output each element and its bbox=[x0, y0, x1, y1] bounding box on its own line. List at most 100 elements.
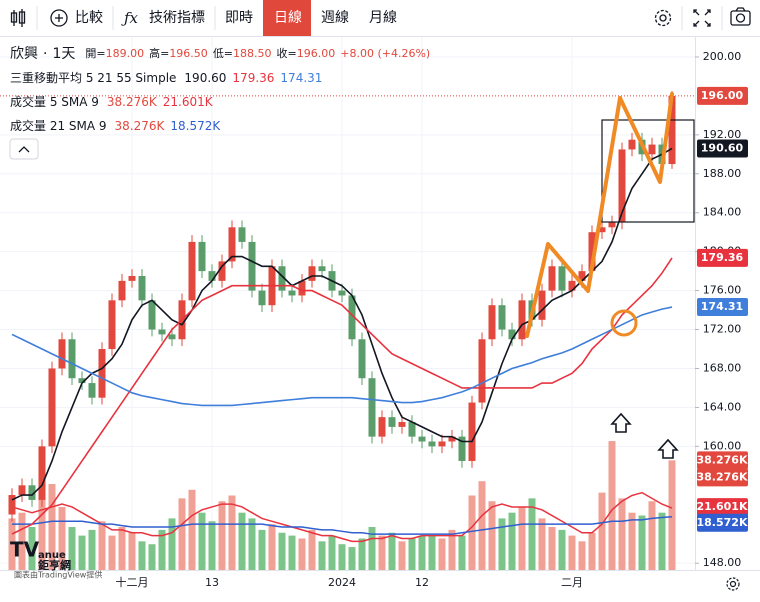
legend-ohlc-label: 高= bbox=[149, 46, 169, 60]
candle-body bbox=[78, 378, 86, 384]
ma-line bbox=[11, 306, 673, 407]
volume-ma-label-bg bbox=[697, 513, 748, 532]
toolbar-item[interactable]: 月線 bbox=[369, 10, 397, 26]
volume-bar bbox=[548, 527, 556, 570]
volume-bar bbox=[468, 495, 476, 570]
candle-body bbox=[458, 436, 466, 461]
indicator-icon[interactable]: ƒx bbox=[121, 9, 139, 27]
candle-body bbox=[108, 300, 116, 350]
x-tick-label: 12 bbox=[415, 576, 429, 589]
legend-interval: 1天 bbox=[52, 46, 75, 62]
fullscreen-icon[interactable] bbox=[693, 9, 711, 27]
legend-study-value: 190.60 bbox=[184, 71, 226, 85]
volume-bar bbox=[38, 498, 46, 570]
candle-body bbox=[398, 422, 406, 427]
volume-bar bbox=[638, 515, 646, 570]
volume-bar bbox=[8, 518, 16, 570]
volume-bar bbox=[568, 535, 576, 570]
candle-body bbox=[98, 349, 106, 398]
watermark-brand: anue bbox=[38, 550, 66, 561]
volume-bar bbox=[388, 532, 396, 570]
toolbar-bg bbox=[0, 0, 760, 36]
x-tick-label: 2024 bbox=[328, 576, 356, 589]
volume-bar bbox=[68, 527, 76, 570]
legend-study-value: 174.31 bbox=[280, 71, 322, 85]
annotations bbox=[525, 92, 695, 459]
toolbar-item[interactable]: 日線 bbox=[274, 10, 302, 26]
annotation-arrow bbox=[610, 412, 632, 433]
candle-body bbox=[538, 290, 546, 320]
candle-body bbox=[648, 144, 656, 155]
collapse-box[interactable] bbox=[9, 138, 39, 160]
annotation-arrow bbox=[657, 438, 679, 459]
y-tick-label: 200.00 bbox=[703, 50, 742, 63]
candle-body bbox=[588, 232, 596, 272]
volume-ma-line bbox=[11, 491, 673, 543]
candle-body bbox=[278, 266, 286, 291]
volume-bar bbox=[188, 489, 196, 570]
legend-study-value: 179.36 bbox=[232, 71, 274, 85]
candle-body bbox=[138, 275, 146, 301]
toolbar-item[interactable]: 即時 bbox=[225, 10, 253, 26]
snapshot-icon[interactable] bbox=[730, 7, 751, 26]
legend-study-name: 三重移動平均 5 21 55 Simple bbox=[10, 71, 176, 85]
candle-body bbox=[68, 339, 76, 379]
candle-body bbox=[48, 368, 56, 447]
y-tick-label: 148.00 bbox=[703, 556, 742, 569]
volume-bar bbox=[28, 527, 36, 570]
candle-body bbox=[28, 485, 36, 500]
watermark-name: 鉅亨網 bbox=[37, 558, 71, 572]
candle-body bbox=[18, 485, 26, 496]
annotation-zigzag bbox=[525, 92, 674, 338]
axis-settings-icon[interactable] bbox=[726, 577, 740, 591]
candle-body bbox=[418, 436, 426, 442]
toolbar-item[interactable]: 週線 bbox=[321, 10, 349, 26]
settings-icon[interactable] bbox=[654, 9, 672, 27]
ma-price-label: 174.31 bbox=[701, 300, 743, 313]
volume-bar bbox=[258, 529, 266, 570]
volume-bar bbox=[498, 518, 506, 570]
volume-bar bbox=[98, 521, 106, 570]
volume-bar bbox=[358, 538, 366, 570]
volume-bar bbox=[508, 512, 516, 570]
candle-icon[interactable] bbox=[10, 9, 26, 27]
candle-body bbox=[628, 139, 636, 150]
candle-body bbox=[208, 271, 216, 281]
collapse-button[interactable] bbox=[9, 138, 39, 160]
ma-price-label-bg bbox=[697, 139, 748, 158]
watermark-logo: TV bbox=[10, 538, 40, 562]
legend-ohlc-value: 189.00 bbox=[106, 47, 145, 60]
toolbar-item[interactable]: 比較 bbox=[75, 10, 103, 26]
y-tick-label: 188.00 bbox=[703, 167, 742, 180]
candle-body bbox=[488, 305, 496, 340]
last-price-label: 196.00 bbox=[701, 89, 744, 102]
volume-bar bbox=[378, 535, 386, 570]
volume-bar bbox=[458, 535, 466, 570]
volume-bar bbox=[528, 498, 536, 570]
volume-bar bbox=[218, 501, 226, 570]
y-tick-label: 184.00 bbox=[703, 206, 742, 219]
y-tick-label: 164.00 bbox=[703, 400, 742, 413]
watermark: TV anue 鉅亨網 圖表由TradingView提供 bbox=[10, 538, 102, 580]
plot-layer bbox=[0, 91, 695, 570]
volume-bar bbox=[168, 518, 176, 570]
candle-body bbox=[88, 383, 96, 398]
volume-bar bbox=[558, 529, 566, 570]
y-tick-label: 192.00 bbox=[703, 128, 742, 141]
candle-body bbox=[38, 446, 46, 500]
candle-body bbox=[218, 261, 226, 281]
candle-body bbox=[618, 149, 626, 223]
legend-ohlc-value: 196.50 bbox=[169, 47, 208, 60]
x-tick-label: 十二月 bbox=[116, 575, 149, 589]
volume-bar bbox=[18, 512, 26, 570]
ma-price-label: 190.60 bbox=[701, 141, 744, 154]
legend-study-name: 成交量 5 SMA 9 bbox=[10, 94, 99, 109]
volume-bar bbox=[658, 512, 666, 570]
toolbar-item[interactable]: 技術指標 bbox=[149, 10, 205, 26]
ma-price-label-bg bbox=[697, 298, 748, 317]
volume-bar bbox=[58, 506, 66, 570]
volume-bar bbox=[148, 544, 156, 570]
legend-row: 成交量 5 SMA 9 38.276K 21.601K bbox=[10, 94, 214, 109]
compare-button[interactable]: 比較 bbox=[50, 9, 103, 27]
volume-bar bbox=[268, 524, 276, 570]
